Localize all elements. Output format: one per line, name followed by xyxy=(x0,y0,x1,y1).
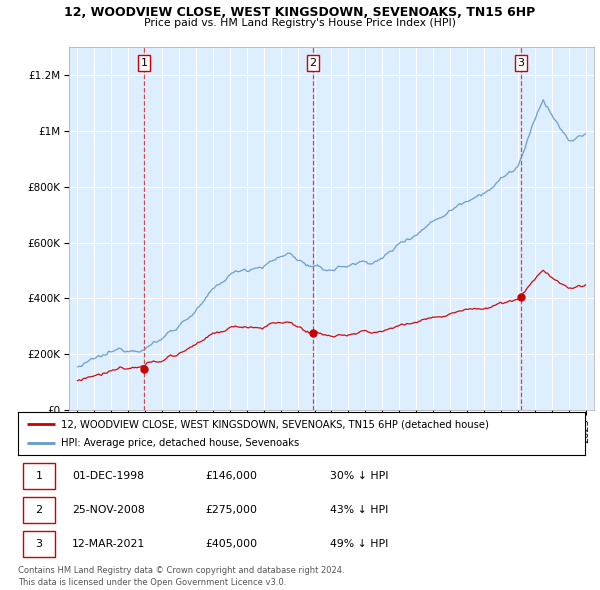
FancyBboxPatch shape xyxy=(23,463,55,489)
Text: This data is licensed under the Open Government Licence v3.0.: This data is licensed under the Open Gov… xyxy=(18,578,286,586)
Text: 2: 2 xyxy=(310,58,316,68)
FancyBboxPatch shape xyxy=(23,531,55,557)
Text: 3: 3 xyxy=(518,58,524,68)
Text: 3: 3 xyxy=(35,539,43,549)
Text: 1: 1 xyxy=(35,471,43,480)
Text: 30% ↓ HPI: 30% ↓ HPI xyxy=(330,471,388,480)
Text: £146,000: £146,000 xyxy=(205,471,257,480)
Text: 49% ↓ HPI: 49% ↓ HPI xyxy=(330,539,388,549)
Text: 12-MAR-2021: 12-MAR-2021 xyxy=(72,539,145,549)
Text: 12, WOODVIEW CLOSE, WEST KINGSDOWN, SEVENOAKS, TN15 6HP: 12, WOODVIEW CLOSE, WEST KINGSDOWN, SEVE… xyxy=(64,6,536,19)
Text: HPI: Average price, detached house, Sevenoaks: HPI: Average price, detached house, Seve… xyxy=(61,438,299,448)
Text: 2: 2 xyxy=(35,505,43,514)
Text: 01-DEC-1998: 01-DEC-1998 xyxy=(72,471,144,480)
Text: 1: 1 xyxy=(140,58,148,68)
Text: £405,000: £405,000 xyxy=(205,539,257,549)
FancyBboxPatch shape xyxy=(23,497,55,523)
Text: Contains HM Land Registry data © Crown copyright and database right 2024.: Contains HM Land Registry data © Crown c… xyxy=(18,566,344,575)
Text: 25-NOV-2008: 25-NOV-2008 xyxy=(72,505,145,514)
Text: Price paid vs. HM Land Registry's House Price Index (HPI): Price paid vs. HM Land Registry's House … xyxy=(144,18,456,28)
Text: 12, WOODVIEW CLOSE, WEST KINGSDOWN, SEVENOAKS, TN15 6HP (detached house): 12, WOODVIEW CLOSE, WEST KINGSDOWN, SEVE… xyxy=(61,419,488,430)
Text: £275,000: £275,000 xyxy=(205,505,257,514)
Text: 43% ↓ HPI: 43% ↓ HPI xyxy=(330,505,388,514)
